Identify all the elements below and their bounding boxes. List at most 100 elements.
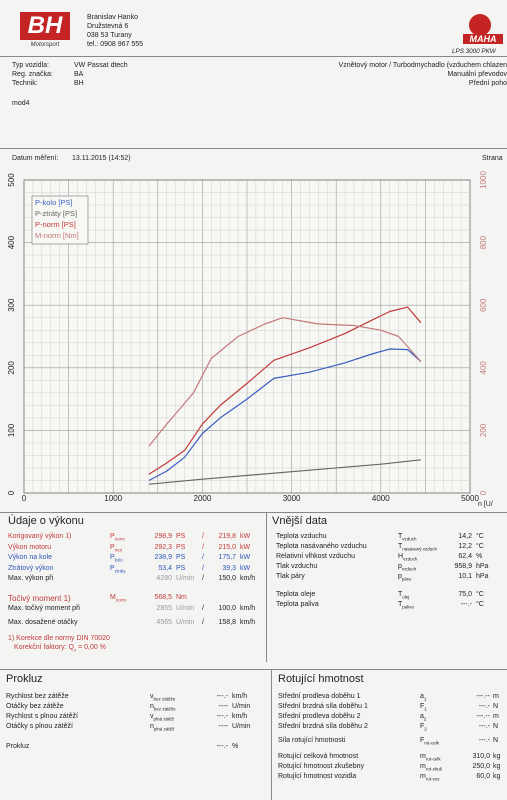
env-symbol: Hvzduch [398, 553, 417, 561]
logo-letters: BH [20, 12, 70, 40]
symbol-subscript: vzduch [402, 536, 417, 542]
env-title: Vnější data [272, 515, 328, 527]
vehicle-tech-label: Technik: [12, 80, 38, 87]
maha-emblem [469, 14, 491, 36]
env-value: ---.- [460, 601, 472, 608]
rot-symbol: mrot-zkuš [420, 763, 442, 771]
legend-entry: M-norm [Nm] [35, 231, 79, 240]
y-right-tick-label: 200 [479, 423, 488, 437]
symbol-subscript: nasávaný vzduch [402, 546, 438, 552]
gearbox-type: Manuální převodov [447, 71, 507, 78]
env-unit: °C [476, 601, 484, 608]
row-value-2: 158,8 [218, 618, 236, 626]
row-slash: / [202, 618, 204, 626]
symbol: a [420, 693, 424, 700]
row-value-1: 53,4 [158, 564, 172, 572]
rot-unit: kg [493, 753, 501, 760]
rot-symbol: mrot-celk [420, 753, 441, 761]
drive-type: Přední poho [468, 80, 507, 87]
slip-unit: U/min [232, 703, 251, 710]
symbol: F [420, 737, 425, 744]
env-symbol: pvzduch [398, 563, 416, 571]
performance-title: Údaje o výkonu [8, 515, 84, 527]
rot-row: Rotující hmotnost vozidla mrot-voz 60,0 kg [278, 773, 507, 783]
slip-row: Otáčky bez zátěže nbez zátěže ---- U/min [6, 703, 268, 713]
x-tick-label: 0 [22, 494, 27, 503]
row-value-1: 4565 [156, 618, 172, 626]
rot-row: Síla rotující hmotnosti Frot-celk ---.- N [278, 737, 507, 747]
contact-phone: tel.: 0908 967 555 [87, 41, 144, 48]
rot-row: Střední brzdná síla doběhu 1 F1 ---.- N [278, 703, 507, 713]
rot-symbol: mrot-voz [420, 773, 440, 781]
env-label: Teplota vzduchu [276, 533, 327, 540]
engine-info: Vznětový motor / Turbodmychadlo (vzduche… [270, 61, 507, 88]
env-symbol: Tpalivo [398, 601, 414, 609]
rot-value: ---.-- [476, 713, 490, 720]
slip-value: ---.- [216, 693, 228, 700]
env-unit: % [476, 553, 483, 560]
symbol: P [110, 554, 115, 561]
row-symbol: Pnorm [110, 533, 125, 541]
chart-lines [148, 306, 422, 485]
slip-value: ---.- [216, 713, 228, 720]
row-slash: / [202, 575, 204, 582]
slip-label: Rychlost s plnou zátěží [6, 713, 78, 720]
rotating-mass-title: Rotující hmotnost [278, 673, 364, 685]
symbol: T [398, 533, 403, 540]
y-right-tick-label: 400 [479, 361, 488, 375]
column-divider [266, 512, 267, 662]
symbol: H [398, 553, 404, 560]
symbol: m [420, 763, 426, 770]
vehicle-reg-value: BA [74, 71, 84, 78]
row-unit-1: U/min [176, 604, 195, 612]
row-value-1: 2855 [156, 604, 172, 612]
torque-row: Točivý moment 1) Mnorm 568,5 Nm [8, 594, 266, 604]
row-unit-1: PS [176, 564, 186, 572]
x-tick-label: 1000 [104, 494, 122, 503]
series-line [148, 348, 422, 482]
factor-label: Korekční faktory: Q [14, 643, 74, 651]
divider [0, 148, 507, 149]
row-unit-2: kW [240, 533, 251, 540]
row-label: Korigovaný výkon 1) [8, 533, 72, 540]
row-value-2: 39,3 [222, 564, 236, 572]
factor-value: = 0,00 % [76, 643, 106, 651]
performance-row: Výkon na kole Pkolo 238,9 PS / 175,7 kW [8, 554, 266, 564]
row-value-2: 215,0 [218, 543, 236, 551]
row-unit-1: PS [176, 554, 186, 561]
slip-unit: km/h [232, 713, 248, 720]
row-value-2: 100,0 [218, 604, 236, 612]
symbol-subscript: olej [402, 594, 410, 600]
slip-label: Otáčky bez zátěže [6, 703, 64, 710]
env-value: 62,4 [458, 553, 472, 560]
y-right-tick-label: 600 [479, 298, 488, 312]
y-left-tick-label: 200 [7, 361, 16, 375]
symbol-subscript: norm [114, 536, 125, 542]
slip-row: Otáčky s plnou zátěží nplná zátěž ---- U/mi… [6, 723, 268, 733]
legend-entry: P-norm [PS] [35, 220, 76, 229]
row-unit-1: Nm [176, 593, 187, 601]
row-unit-1: U/min [176, 618, 195, 626]
performance-row: Max. výkon při 4280 U/min / 150,0 km/h [8, 575, 266, 585]
row-label: Ztrátový výkon [8, 564, 54, 572]
symbol: F [420, 723, 425, 730]
env-unit: hPa [476, 573, 489, 580]
y-right-tick-label: 1000 [479, 171, 488, 189]
row-unit-2: km/h [240, 575, 256, 582]
row-symbol: Mnorm [110, 594, 126, 602]
row-unit-1: PS [176, 543, 186, 551]
y-left-tick-label: 400 [7, 235, 16, 249]
slip-symbol: vbez zátěže [150, 693, 175, 701]
env-row: Relativní vlhkost vzduchu Hvzduch 62,4% [276, 553, 507, 563]
env-symbol: Tolej [398, 591, 409, 599]
env-unit: °C [476, 533, 484, 540]
row-symbol: Pztráty [110, 565, 126, 573]
slip-row: Rychlost bez zátěže vbez zátěže ---.- km/h [6, 693, 268, 703]
row-value-2: 175,7 [218, 554, 236, 561]
symbol: n [150, 703, 154, 710]
symbol: p [398, 563, 402, 570]
env-unit: hPa [476, 563, 489, 570]
torque-rpm-row: Max. točivý moment při 2855 U/min / 100,0 km/… [8, 605, 266, 615]
